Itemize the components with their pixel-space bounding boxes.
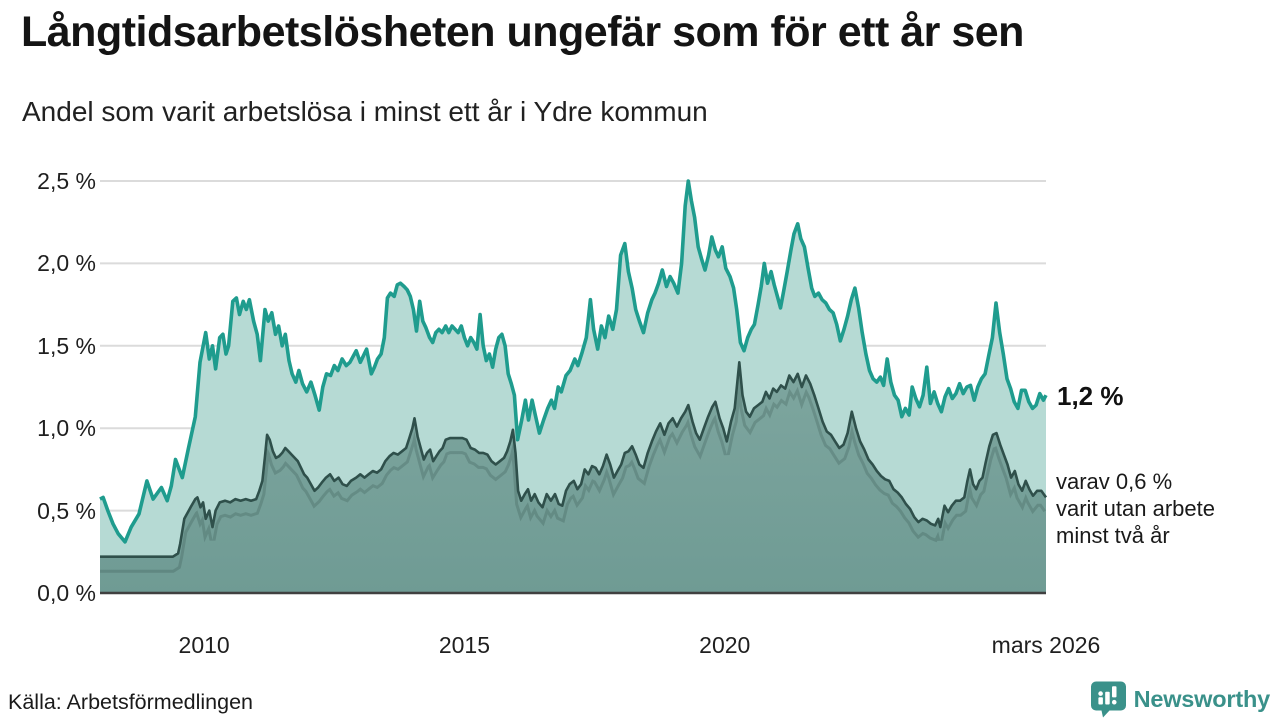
line-unemployed-one-year [99,179,1048,544]
annotation-line: varit utan arbete [1056,496,1215,521]
y-tick-label: 2,0 % [37,250,96,277]
y-tick-label: 0,5 % [37,497,96,524]
annotation-line: varav 0,6 % [1056,469,1173,494]
latest-value-label: 1,2 % [1057,381,1124,411]
y-tick-label: 2,5 % [37,168,96,194]
newsworthy-logo: Newsworthy [1090,680,1270,718]
x-tick-label: 2015 [438,632,491,658]
line-unemployed-two-years [100,361,1048,558]
chart-subtitle: Andel som varit arbetslösa i minst ett å… [22,96,708,127]
y-tick-label: 1,0 % [37,415,96,442]
newsworthy-bubble-icon [1090,681,1126,718]
x-tick-label: 2010 [178,632,230,658]
newsworthy-wordmark: Newsworthy [1133,685,1271,712]
y-tick-label: 1,5 % [37,332,96,359]
x-tick-label: 2020 [699,632,751,658]
annotation-line: minst två år [1056,523,1170,548]
secondary-value-annotation: varav 0,6 % varit utan arbete minst två … [1056,468,1215,549]
x-tick-label: mars 2026 [991,632,1101,658]
source-attribution: Källa: Arbetsförmedlingen [8,690,254,714]
page-title: Långtidsarbetslösheten ungefär som för e… [21,8,1024,56]
y-tick-label: 0,0 % [37,580,96,606]
area-unemployed-two-years [100,362,1046,593]
